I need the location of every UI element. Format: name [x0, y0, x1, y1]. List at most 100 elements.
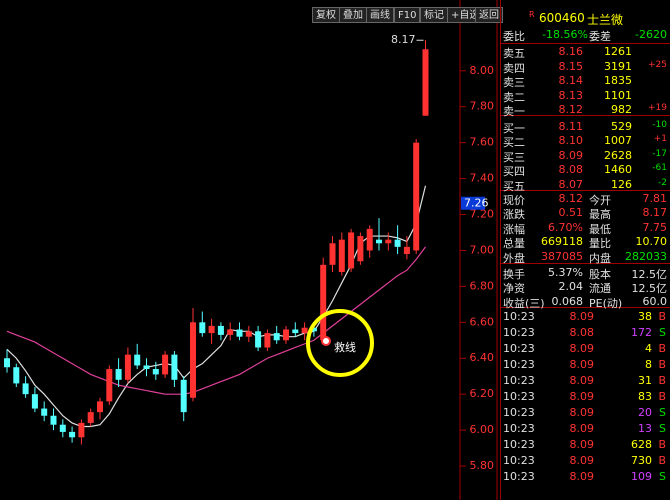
candle-body	[78, 422, 85, 438]
book-volume: 1007	[604, 134, 632, 147]
y-tick-label: 7.80	[470, 100, 495, 113]
book-volume: 3191	[604, 59, 632, 73]
stat-label: 外盘	[503, 251, 525, 265]
stat-value: 387085	[541, 249, 583, 263]
y-tick-label: 7.60	[470, 136, 495, 149]
trade-volume: 13	[638, 422, 652, 435]
price-marker-label: 7.26	[464, 197, 489, 210]
trade-side: B	[658, 374, 666, 387]
candle-body	[143, 365, 150, 370]
badge: R	[529, 10, 535, 19]
book-price: 8.07	[558, 177, 584, 191]
candle-body	[31, 394, 38, 409]
toolbar-button[interactable]: 画线	[366, 7, 394, 23]
label: 委差	[589, 30, 611, 43]
stat-value: 6.70%	[548, 220, 583, 234]
book-label: 买五	[503, 179, 525, 193]
trade-side: B	[658, 310, 666, 323]
candle-body	[124, 354, 131, 380]
trade-time: 10:23	[503, 406, 535, 419]
stat-value: 12.5亿	[631, 282, 668, 296]
candle-body	[236, 329, 243, 337]
stat-label: 最高	[589, 208, 611, 222]
toolbar-button[interactable]: F10	[394, 7, 421, 23]
stat-label: 收益(三)	[503, 296, 545, 310]
stat-label: 现价	[503, 194, 525, 207]
quote-panel: R 600460 士兰微 委比 -18.56% 委差 -2620 卖五 8.16 1261 卖…	[500, 0, 670, 500]
candle-body	[41, 408, 48, 416]
y-tick-label: 6.80	[470, 279, 495, 292]
book-volume: 1261	[604, 45, 632, 58]
stat-label: 今开	[589, 194, 611, 207]
book-volume: 1460	[604, 163, 632, 176]
stat-label: 股本	[589, 268, 611, 281]
candle-body	[227, 329, 234, 335]
candle-body	[4, 358, 10, 368]
trade-time: 10:23	[503, 438, 535, 451]
candle-body	[69, 431, 76, 438]
trade-side: S	[659, 470, 666, 483]
candle-body	[115, 369, 122, 380]
candle-body	[217, 325, 224, 335]
stat-value: 10.70	[635, 235, 668, 249]
candle-body	[245, 331, 252, 337]
trade-time: 10:23	[503, 454, 535, 467]
trade-price: 8.09	[569, 374, 595, 387]
toolbar-button[interactable]: 返回	[475, 7, 503, 23]
trade-volume: 31	[638, 374, 652, 387]
candle-body	[422, 49, 429, 116]
candle-body	[348, 232, 355, 269]
trade-price: 8.09	[569, 390, 595, 403]
candle-body	[329, 243, 336, 265]
trade-side: B	[658, 454, 666, 467]
candle-body	[301, 327, 308, 334]
stock-code: 600460	[539, 11, 585, 25]
value: -2620	[635, 28, 667, 41]
trade-price: 8.09	[569, 438, 595, 451]
high-label: 8.17	[391, 33, 416, 46]
book-label: 买一	[503, 121, 525, 135]
trade-time: 10:23	[503, 326, 535, 339]
toolbar-button[interactable]: 标记	[420, 7, 448, 23]
stat-value: 282033	[625, 249, 667, 263]
y-tick-label: 6.60	[470, 315, 495, 328]
trade-volume: 4	[645, 342, 652, 355]
trade-time: 10:23	[503, 358, 535, 371]
stat-value: 7.75	[642, 220, 668, 234]
trade-volume: 8	[645, 358, 652, 371]
label: 委比	[503, 30, 525, 43]
book-change: +1	[653, 134, 667, 144]
stat-label: 内盘	[589, 251, 611, 265]
price-marker	[461, 196, 485, 210]
y-tick-label: 7.20	[470, 208, 495, 221]
stat-value: 0.068	[551, 294, 584, 308]
trade-time: 10:23	[503, 342, 535, 355]
book-volume: 1101	[604, 88, 632, 102]
trade-side: S	[659, 422, 666, 435]
candle-body	[283, 329, 289, 341]
candle-body	[171, 354, 178, 380]
candle-body	[50, 415, 57, 425]
book-label: 卖二	[503, 90, 525, 104]
toolbar-button[interactable]: 叠加	[339, 7, 367, 23]
trade-price: 8.09	[569, 310, 595, 323]
toolbar-button[interactable]: +自选	[447, 7, 484, 23]
stat-label: 量比	[589, 237, 611, 251]
candle-body	[413, 142, 420, 251]
stat-label: PE(动)	[589, 296, 623, 310]
trade-side: S	[659, 326, 666, 339]
trade-side: B	[658, 390, 666, 403]
book-price: 8.16	[558, 45, 584, 58]
highlight-circle	[306, 309, 374, 377]
candle-body	[255, 331, 262, 348]
candle-body	[199, 322, 206, 334]
separator	[501, 190, 670, 191]
candle-body	[106, 369, 113, 402]
candle-body	[394, 239, 401, 247]
trade-time: 10:23	[503, 310, 535, 323]
toolbar-button[interactable]: 复权	[312, 7, 340, 23]
trade-volume: 628	[631, 438, 652, 451]
book-price: 8.10	[558, 134, 584, 147]
trade-side: S	[659, 406, 666, 419]
